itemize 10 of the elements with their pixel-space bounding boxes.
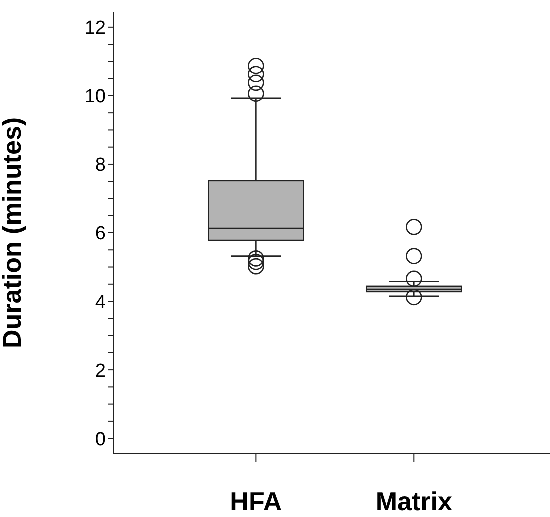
y-tick-label: 10 bbox=[84, 86, 106, 108]
x-tick-label: HFA bbox=[230, 486, 282, 516]
y-tick-label: 2 bbox=[95, 360, 106, 382]
y-tick-label: 8 bbox=[95, 155, 106, 176]
y-tick-label: 6 bbox=[95, 224, 106, 245]
y-tick-label: 4 bbox=[95, 292, 106, 314]
y-tick-label: 12 bbox=[84, 18, 106, 40]
x-tick-label: Matrix bbox=[376, 486, 453, 516]
y-tick-label: 0 bbox=[95, 429, 106, 450]
y-axis-title: Duration (minutes) bbox=[0, 117, 28, 349]
